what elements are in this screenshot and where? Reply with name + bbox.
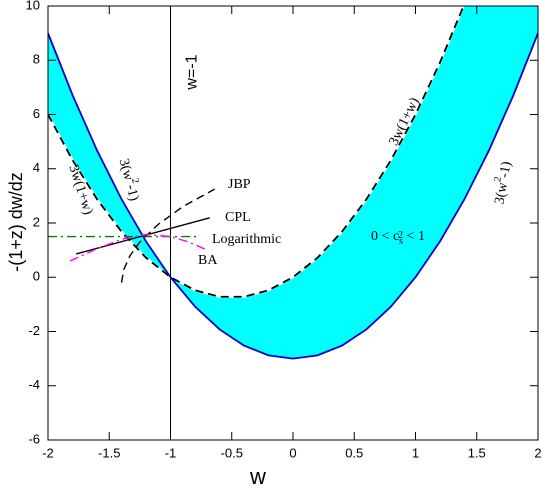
series-line	[69, 233, 208, 262]
y-tick-label: 10	[26, 0, 40, 12]
x-tick-label: -0.5	[221, 445, 243, 460]
y-tick-label: 0	[33, 269, 40, 284]
annotation-part: < 1	[403, 229, 425, 244]
annotation-part: -1)	[497, 160, 515, 179]
annotation-part: 2	[129, 177, 141, 185]
x-tick-label: 0	[289, 445, 296, 460]
x-tick-label: -2	[42, 445, 54, 460]
annotation-part: 2	[398, 230, 403, 241]
annotation-part: 3(w	[493, 181, 512, 206]
annotation-part: CPL	[225, 210, 251, 225]
annotation-part: BA	[198, 253, 218, 268]
annotation: JBP	[228, 177, 251, 192]
y-tick-label: 2	[33, 214, 40, 229]
x-tick-label: 0.5	[345, 445, 363, 460]
annotation-part: 3(w	[115, 157, 135, 183]
x-tick-label: 2	[534, 445, 541, 460]
series-line	[48, 6, 465, 298]
annotation-part: -1)	[122, 183, 141, 203]
series-line	[120, 188, 215, 283]
plot-area	[48, 6, 538, 440]
y-tick-label: 4	[33, 160, 40, 175]
y-tick-label: -4	[28, 377, 40, 392]
y-tick-label: -2	[28, 323, 40, 338]
y-axis-label: -(1+z) dw/dz	[6, 172, 26, 272]
x-tick-label: 1.5	[468, 445, 486, 460]
annotation: CPL	[225, 210, 251, 225]
annotation: 3(w2-1)	[489, 159, 515, 205]
series-line	[75, 217, 210, 255]
annotation: 0 < cs2 < 1	[371, 229, 425, 247]
x-axis-label: w	[249, 464, 266, 489]
series-line	[48, 32, 538, 360]
y-tick-label: -6	[28, 431, 40, 446]
annotation-part: s	[399, 236, 403, 247]
x-tick-label: 1	[412, 445, 419, 460]
annotation: 3(w2-1)	[115, 156, 145, 203]
annotation-part: 2	[493, 176, 505, 183]
reference-label: w=-1	[184, 54, 201, 90]
annotation-part: Logarithmic	[212, 232, 281, 247]
band-fill	[48, 6, 538, 359]
y-tick-label: 8	[33, 52, 40, 67]
annotation: BA	[198, 253, 218, 268]
annotation-part: JBP	[228, 177, 251, 192]
annotation-part: 0 < c	[371, 229, 399, 244]
annotation: Logarithmic	[212, 232, 281, 247]
y-tick-label: 6	[33, 106, 40, 121]
x-tick-label: -1.5	[98, 445, 120, 460]
x-tick-label: -1	[165, 445, 177, 460]
